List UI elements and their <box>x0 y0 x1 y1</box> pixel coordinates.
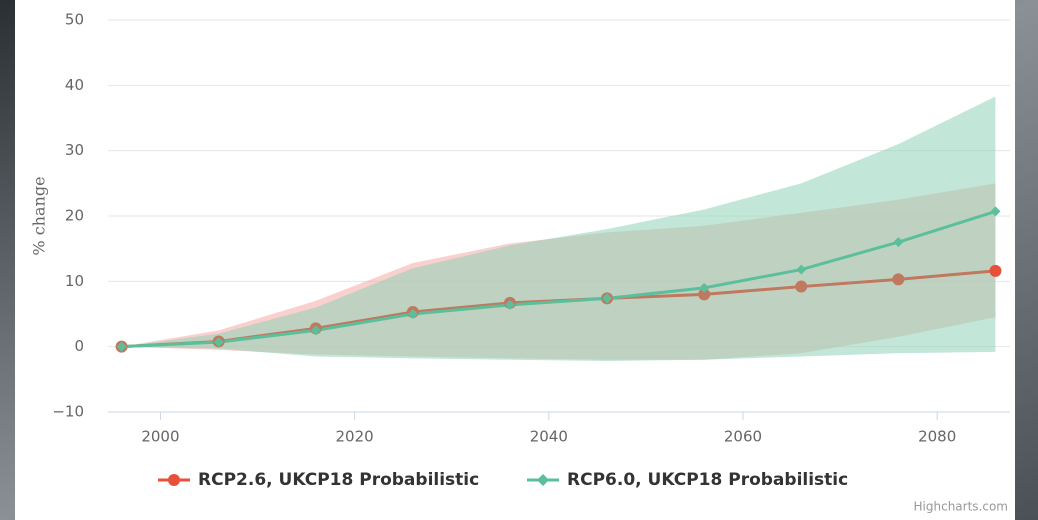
point-marker <box>989 264 1002 277</box>
point-marker <box>310 325 321 336</box>
y-tick-label: 0 <box>74 337 84 355</box>
x-tick-label: 2040 <box>530 428 568 446</box>
y-tick-label: 40 <box>65 76 84 94</box>
y-axis-label: % change <box>30 176 49 255</box>
legend-label: RCP2.6, UKCP18 Probabilistic <box>198 470 479 490</box>
legend-item[interactable]: RCP2.6, UKCP18 Probabilistic <box>158 470 479 490</box>
point-marker <box>213 337 224 348</box>
point-marker <box>795 280 808 293</box>
point-marker <box>504 299 515 310</box>
series-line <box>121 209 996 349</box>
legend-symbol <box>537 474 549 486</box>
x-tick-label: 2080 <box>918 428 956 446</box>
y-tick-label: 30 <box>65 141 84 159</box>
point-marker <box>698 288 711 301</box>
point-marker <box>893 237 904 248</box>
y-tick-label: −10 <box>52 403 84 421</box>
credit[interactable]: Highcharts.com <box>914 500 1008 514</box>
point-marker <box>892 273 905 286</box>
range-area <box>121 96 996 362</box>
point-marker <box>699 282 710 293</box>
point-marker <box>990 206 1001 217</box>
y-tick-label: 20 <box>65 207 84 225</box>
legend-item[interactable]: RCP6.0, UKCP18 Probabilistic <box>527 470 848 490</box>
x-tick-label: 2000 <box>141 428 179 446</box>
legend-label: RCP6.0, UKCP18 Probabilistic <box>567 470 848 490</box>
point-marker <box>796 264 807 275</box>
point-marker <box>602 293 613 304</box>
point-marker <box>116 341 127 352</box>
x-tick-label: 2020 <box>336 428 374 446</box>
point-marker <box>407 309 418 319</box>
x-tick-label: 2060 <box>724 428 762 446</box>
legend-symbol <box>168 474 180 486</box>
y-tick-label: 10 <box>65 272 84 290</box>
y-tick-label: 50 <box>65 11 84 29</box>
